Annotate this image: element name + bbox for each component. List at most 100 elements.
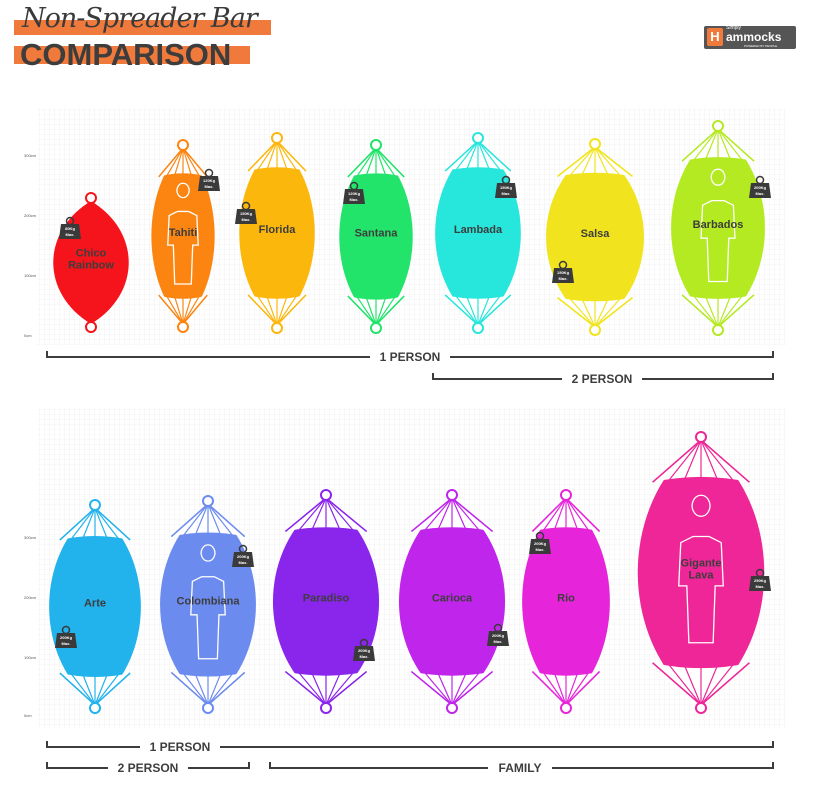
hammock-bed [398,498,506,705]
hanging-loop [472,322,484,334]
hanging-loop [695,702,707,714]
bracket-label: 1 PERSON [380,350,441,364]
hanging-loop [89,702,101,714]
brand-logo: H Simply ammocks POWERED BY PEOPLE [704,26,796,49]
hammock-bed [151,148,215,324]
person-silhouette-icon [167,182,199,285]
weight-limit: 200Kg [358,648,371,653]
string [594,299,609,328]
string [266,297,278,326]
group-bracket: 2 PERSON [432,372,774,386]
hammock-bed [272,498,380,705]
hammock-name: Salsa [581,228,611,240]
string [94,675,108,706]
string [477,140,490,169]
string [298,672,327,706]
weight-limit: 120Kg [348,191,361,196]
string [569,146,596,176]
hammock-bed [637,440,765,705]
logo-initial: H [707,28,723,46]
string [693,295,719,328]
hanging-loop [89,499,101,511]
string [554,674,567,706]
axis-label: 200cm [24,213,37,218]
hammock-name: Paradiso [303,593,350,605]
string [266,140,278,169]
logo-tagline: POWERED BY PEOPLE [744,44,778,48]
string [182,297,192,325]
string [325,497,354,531]
hanging-loop [695,431,707,443]
string [298,497,327,531]
string [424,497,453,531]
weight-limit: 200Kg [534,541,547,546]
string [543,672,567,706]
weight-limit: 150Kg [240,211,253,216]
string [257,295,278,326]
title-stripe [14,46,250,64]
axis-label: 0cm [24,713,32,718]
weight-limit: 200Kg [754,185,767,190]
title-stripe [14,20,271,35]
string [94,673,119,706]
hanging-loop [271,132,283,144]
string [594,146,621,176]
string [466,140,479,169]
string [71,507,96,540]
string [543,497,567,531]
string [195,503,209,535]
hammock-bed [49,508,141,705]
axis-label: 100cm [24,273,37,278]
string [594,298,621,328]
weight-unit: Max. [756,584,765,589]
string [356,296,377,326]
group-bracket: 2 PERSON [46,761,250,775]
string [375,296,396,326]
bracket-label: 2 PERSON [572,372,633,386]
axis-label: 300cm [24,535,37,540]
string [581,146,596,175]
weight-unit: Max. [559,276,568,281]
string [565,672,589,706]
string [82,675,96,706]
weight-limit: 120Kg [203,178,216,183]
string [94,507,108,538]
bracket-label: 2 PERSON [118,761,179,775]
weight-unit: Max. [350,197,359,202]
string [183,503,209,536]
string [717,128,731,159]
string [71,673,96,706]
string [705,297,719,328]
weight-unit: Max. [66,232,75,237]
string [325,497,341,530]
hanging-loop [177,139,189,151]
string [174,147,184,175]
logo-small: Simply [726,25,742,31]
hammock-name: Gigante Lava [681,558,722,582]
hammock-name: Carioca [432,593,473,605]
weight-unit: Max. [756,191,765,196]
hanging-loop [446,489,458,501]
string [174,297,184,325]
group-bracket: FAMILY [269,761,774,775]
string [477,297,490,326]
string [276,297,288,326]
string [451,672,480,706]
hanging-loop [271,322,283,334]
weight-unit: Max. [360,654,369,659]
string [684,439,702,480]
string [451,497,467,530]
string [311,673,327,706]
string [565,497,589,531]
string [700,665,718,706]
